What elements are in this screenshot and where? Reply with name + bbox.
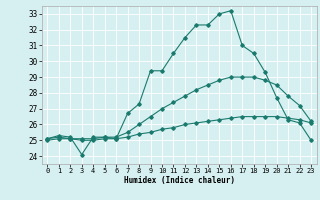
X-axis label: Humidex (Indice chaleur): Humidex (Indice chaleur) xyxy=(124,176,235,185)
